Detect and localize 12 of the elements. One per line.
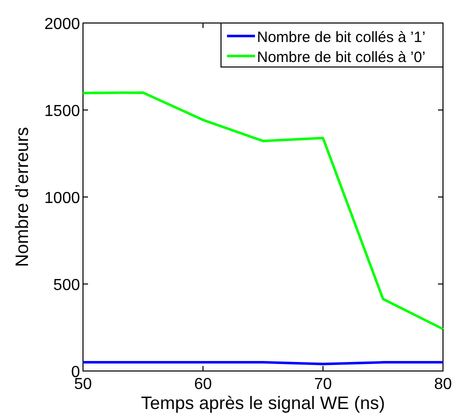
y-tick-label: 500 — [53, 277, 80, 294]
line-series — [82, 91, 444, 330]
x-tick-label: 60 — [194, 376, 212, 393]
x-tick-label: 80 — [434, 376, 452, 393]
x-axis-title: Temps après le signal WE (ns) — [140, 393, 386, 413]
y-tick-label: 1000 — [44, 190, 80, 207]
x-tick-label: 70 — [314, 376, 332, 393]
y-tick-label: 2000 — [44, 16, 80, 33]
legend-label: Nombre de bit collés à ’1’ — [257, 29, 426, 46]
legend-label: Nombre de bit collés à ’0’ — [257, 49, 426, 66]
y-tick-label: 1500 — [44, 103, 80, 120]
y-axis-title: Nombre d’erreurs — [12, 126, 32, 268]
